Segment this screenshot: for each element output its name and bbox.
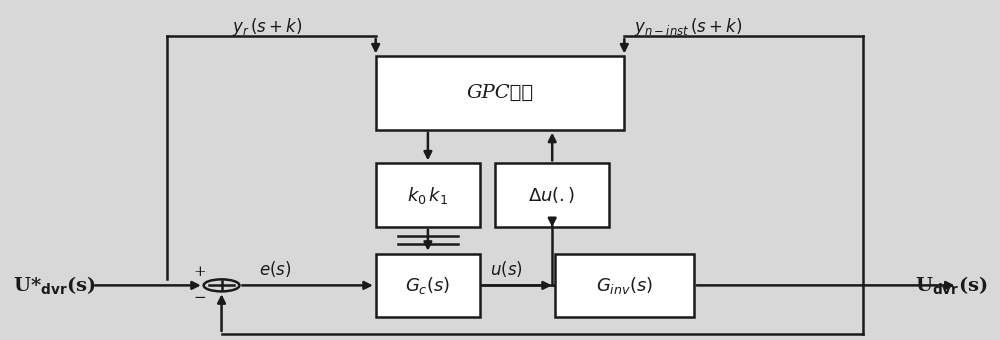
FancyBboxPatch shape: [376, 56, 624, 130]
Text: $e(s)$: $e(s)$: [259, 259, 292, 279]
Text: $u(s)$: $u(s)$: [490, 259, 523, 279]
Text: $G_{inv}(s)$: $G_{inv}(s)$: [596, 275, 653, 296]
Text: $\Delta u(.)$: $\Delta u(.)$: [528, 185, 576, 205]
Text: U*$_{\mathbf{dvr}}$(s): U*$_{\mathbf{dvr}}$(s): [13, 274, 96, 296]
Text: $y_{n-inst}\,(s+k)$: $y_{n-inst}\,(s+k)$: [634, 16, 743, 38]
Text: $y_r\,(s+k)$: $y_r\,(s+k)$: [232, 16, 302, 38]
Text: GPC准则: GPC准则: [466, 84, 534, 102]
Text: +: +: [193, 265, 206, 279]
FancyBboxPatch shape: [376, 163, 480, 227]
Text: −: −: [193, 291, 206, 305]
FancyBboxPatch shape: [495, 163, 609, 227]
Text: U$_{\mathbf{dvr}}$(s): U$_{\mathbf{dvr}}$(s): [915, 274, 987, 296]
FancyBboxPatch shape: [376, 254, 480, 317]
Text: $G_c(s)$: $G_c(s)$: [405, 275, 451, 296]
Text: $k_0\,k_1$: $k_0\,k_1$: [407, 185, 448, 206]
FancyBboxPatch shape: [555, 254, 694, 317]
